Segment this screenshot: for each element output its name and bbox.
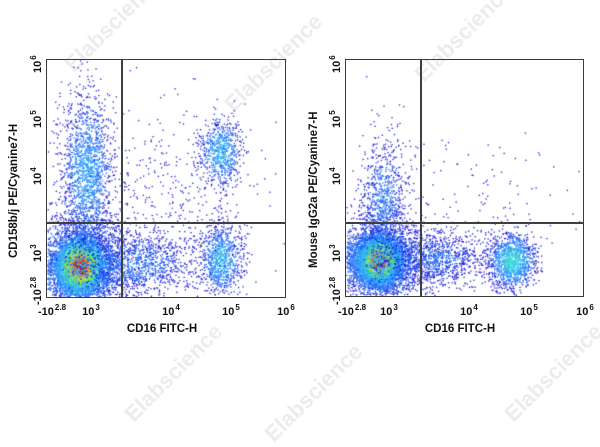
plot-panel-isotype: -102.8 103 104 105 106 -102.8 103 104 10… [300, 0, 600, 427]
y-tick-label: 106 [29, 55, 44, 73]
y-tick-label: 105 [328, 110, 343, 128]
plot-frame [345, 59, 584, 297]
y-tick-label: 103 [328, 244, 343, 262]
scatter-canvas [46, 59, 285, 297]
y-tick-label: 105 [29, 110, 44, 128]
y-tick-label: 106 [328, 55, 343, 73]
y-axis-label: Mouse IgG2a PE/Cyanine7-H [308, 111, 320, 268]
x-tick-label: 105 [222, 303, 240, 318]
quadrant-gate-vertical [121, 59, 123, 298]
x-axis-label: CD16 FITC-H [126, 323, 198, 335]
y-tick-label: -102.8 [328, 276, 343, 305]
x-tick-label: 106 [576, 303, 594, 318]
quadrant-gate-horizontal [345, 222, 584, 224]
y-axis-label: CD158b/j PE/Cyanine7-H [8, 123, 20, 258]
x-tick-label: 106 [277, 303, 295, 318]
plot-frame [46, 59, 286, 298]
x-tick-label: 103 [380, 303, 398, 318]
quadrant-gate-horizontal [46, 222, 286, 224]
scatter-canvas [345, 59, 583, 296]
quadrant-gate-vertical [420, 59, 422, 297]
y-tick-label: 103 [29, 244, 44, 262]
x-tick-label: -102.8 [37, 303, 67, 318]
y-tick-label: -102.8 [29, 276, 44, 305]
x-tick-label: -102.8 [337, 303, 367, 318]
x-tick-label: 104 [162, 303, 180, 318]
x-tick-label: 105 [520, 303, 538, 318]
x-tick-label: 104 [460, 303, 478, 318]
plot-panel-cd158bj: -102.8 103 104 105 106 -102.8 103 104 10… [0, 0, 300, 427]
y-tick-label: 104 [29, 167, 44, 185]
x-axis-label: CD16 FITC-H [424, 323, 496, 335]
y-tick-label: 104 [328, 167, 343, 185]
x-tick-label: 103 [82, 303, 100, 318]
